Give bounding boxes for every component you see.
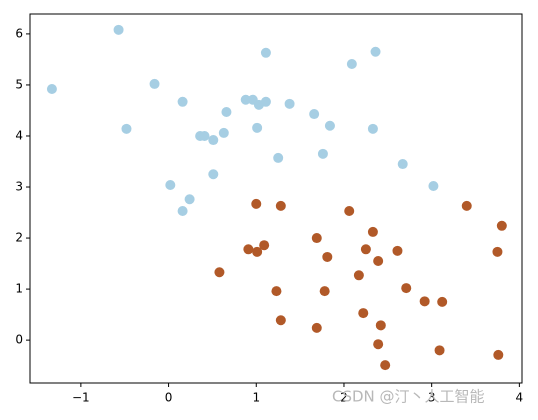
point [221, 106, 232, 117]
x-tick-label: −1 [72, 391, 90, 405]
point [260, 47, 271, 58]
point [353, 270, 364, 281]
y-tick-label: 5 [15, 77, 23, 91]
point [177, 96, 188, 107]
x-tick-label: 3 [428, 391, 436, 405]
point [259, 240, 270, 251]
y-tick-label: 2 [15, 231, 23, 245]
x-tick-label: 0 [165, 391, 173, 405]
point [275, 200, 286, 211]
point [271, 286, 282, 297]
point [149, 78, 160, 89]
point [373, 339, 384, 350]
y-tick-label: 0 [15, 333, 23, 347]
point [165, 179, 176, 190]
y-tick-label: 1 [15, 282, 23, 296]
point [375, 320, 386, 331]
point [252, 246, 263, 257]
point [367, 123, 378, 134]
point [311, 233, 322, 244]
point [493, 349, 504, 360]
point [397, 159, 408, 170]
plot-frame [29, 13, 523, 384]
point [199, 130, 210, 141]
point [428, 180, 439, 191]
point [419, 296, 430, 307]
point [360, 244, 371, 255]
point [273, 152, 284, 163]
x-tick-label: 4 [516, 391, 524, 405]
point [380, 360, 391, 371]
point [322, 251, 333, 262]
point [113, 24, 124, 35]
point [434, 345, 445, 356]
point [401, 283, 412, 294]
point [492, 246, 503, 257]
y-tick-label: 6 [15, 26, 23, 40]
y-tick-label: 4 [15, 128, 23, 142]
point [392, 245, 403, 256]
point [46, 84, 57, 95]
point [252, 122, 263, 133]
point [358, 308, 369, 319]
point [284, 98, 295, 109]
point [218, 127, 229, 138]
point [367, 226, 378, 237]
point [251, 198, 262, 209]
point [346, 59, 357, 70]
point [317, 148, 328, 159]
y-tick-label: 3 [15, 180, 23, 194]
point [243, 244, 254, 255]
point [177, 206, 188, 217]
point [208, 135, 219, 146]
point [344, 206, 355, 217]
point [214, 267, 225, 278]
point [240, 94, 251, 105]
watermark: CSDN @汀丶人工智能 [332, 388, 485, 406]
point [275, 315, 286, 326]
point [373, 256, 384, 267]
point [184, 194, 195, 205]
x-tick-label: 1 [252, 391, 260, 405]
x-tick-label: 2 [340, 391, 348, 405]
point [309, 109, 320, 120]
point [121, 123, 132, 134]
point [370, 46, 381, 57]
point [311, 322, 322, 333]
point [496, 220, 507, 231]
point [319, 286, 330, 297]
point [324, 120, 335, 131]
point [208, 169, 219, 180]
point [461, 200, 472, 211]
point [260, 96, 271, 107]
point [437, 296, 448, 307]
